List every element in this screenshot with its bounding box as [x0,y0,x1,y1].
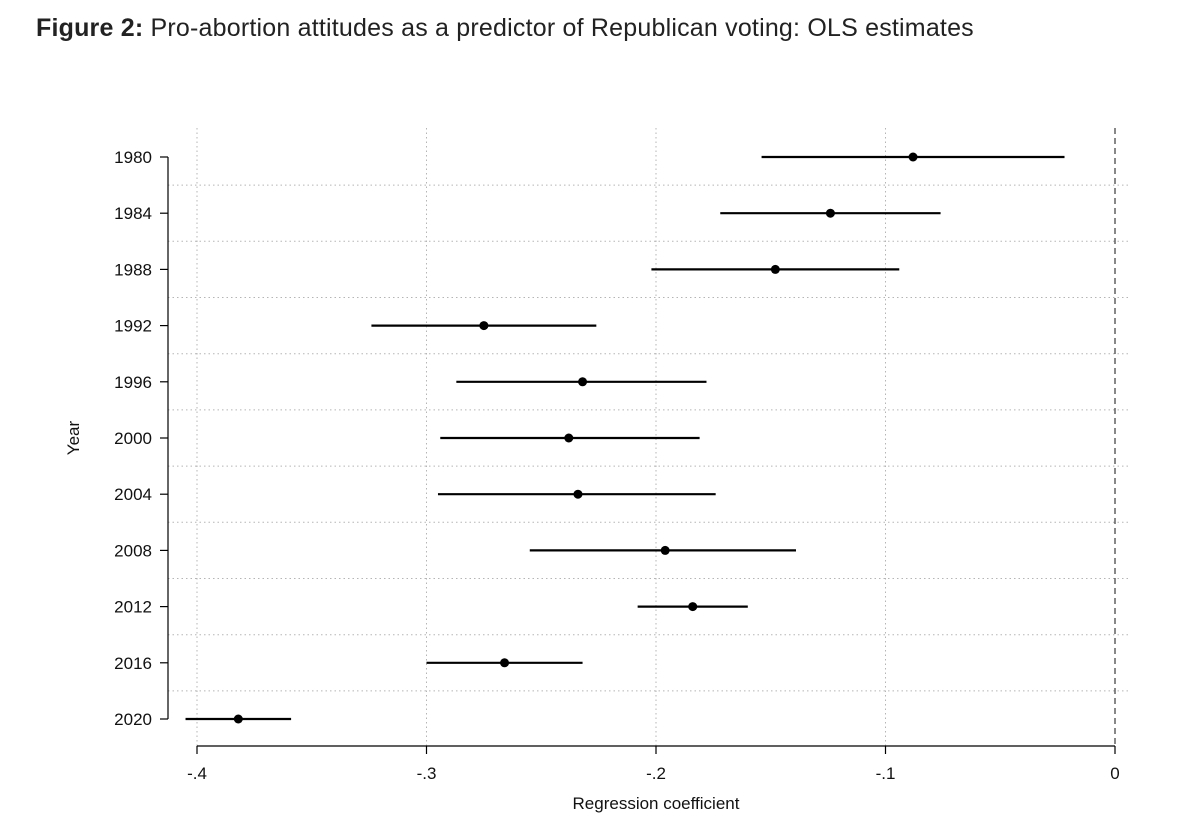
y-tick-label: 2020 [114,710,152,729]
y-tick-label: 2008 [114,541,152,560]
estimate-point-2004 [573,489,583,499]
x-tick-label: -.2 [646,764,666,783]
x-tick-label: -.4 [187,764,207,783]
data-marks [185,152,1065,724]
estimate-point-2016 [500,658,510,668]
y-tick-label: 1988 [114,260,152,279]
estimate-point-2008 [660,545,670,555]
x-tick-label: -.1 [876,764,896,783]
estimate-point-1988 [770,264,780,274]
figure-number: Figure 2: [36,14,144,42]
gridlines [168,128,1130,746]
y-tick-label: 2004 [114,485,152,504]
y-tick-label: 1980 [114,148,152,167]
y-tick-label: 2016 [114,654,152,673]
y-tick-label: 2012 [114,598,152,617]
estimate-point-2000 [564,433,574,443]
estimate-point-1980 [908,152,918,162]
estimate-point-2012 [688,602,698,612]
x-tick-label: -.3 [417,764,437,783]
estimate-point-1984 [825,208,835,218]
figure-title: Figure 2: Pro-abortion attitudes as a pr… [36,14,974,43]
x-tick-label: 0 [1110,764,1119,783]
y-tick-label: 2000 [114,429,152,448]
x-axis-label: Regression coefficient [573,794,740,813]
y-tick-label: 1992 [114,317,152,336]
estimate-point-1996 [578,377,588,387]
y-tick-label: 1984 [114,204,152,223]
estimate-point-2020 [233,714,243,724]
axes: -.4 -.3 -.2 -.1 0 1980 1984 1988 1992 1996 2000 200… [114,148,1120,783]
y-tick-label: 1996 [114,373,152,392]
figure-caption: Pro-abortion attitudes as a predictor of… [143,14,974,42]
y-axis-label: Year [64,420,83,455]
estimate-point-1992 [479,321,489,331]
